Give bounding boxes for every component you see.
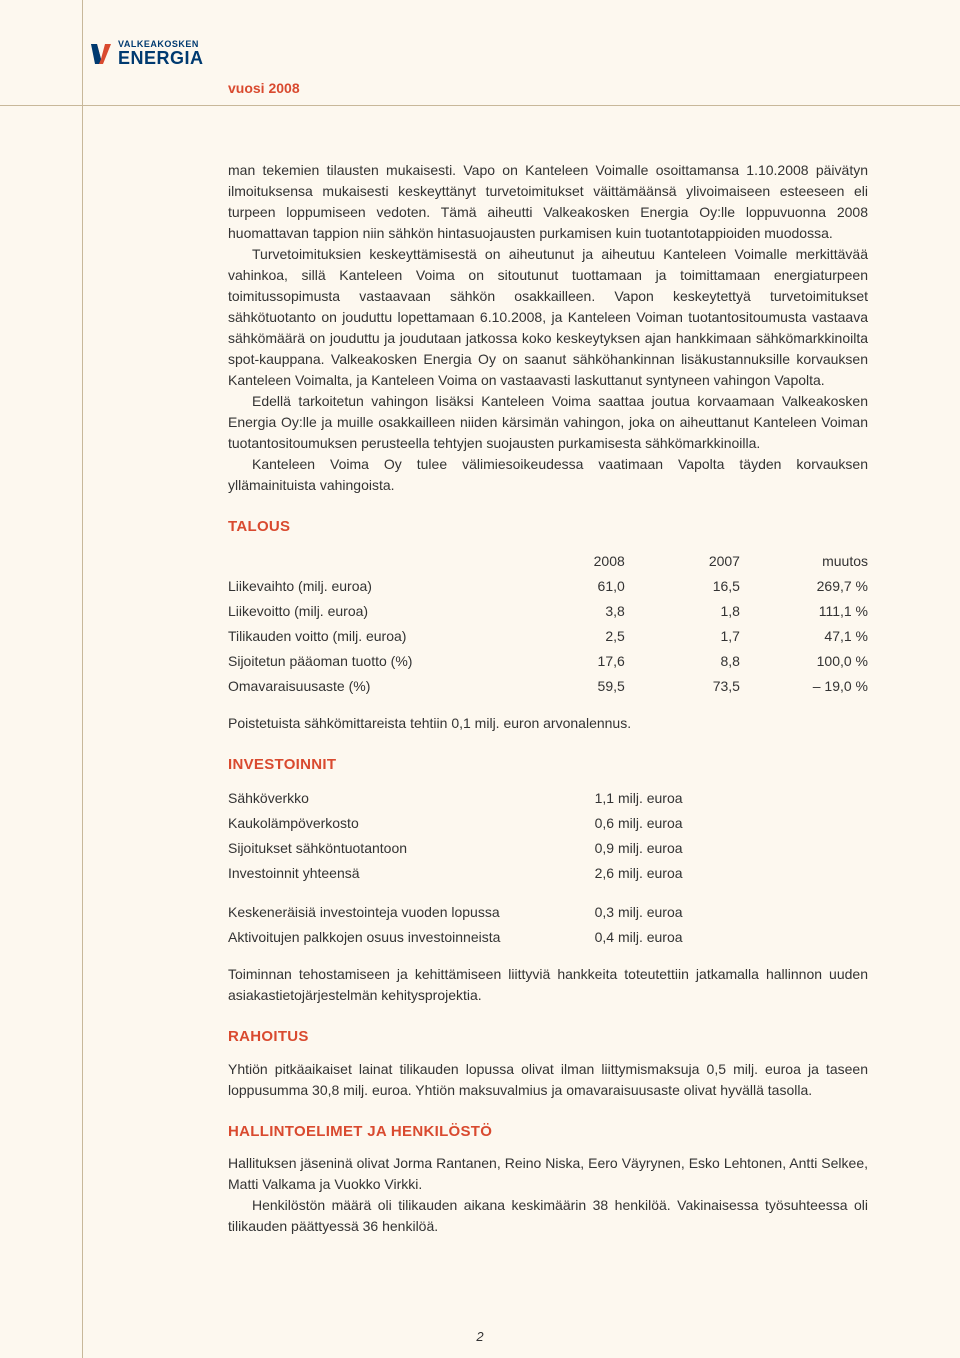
table-row: Sijoitetun pääoman tuotto (%) 17,6 8,8 1…	[228, 649, 868, 674]
table-row: Sijoitukset sähköntuotantoon 0,9 milj. e…	[228, 836, 708, 861]
left-rule	[82, 0, 83, 1358]
th-2007: 2007	[625, 549, 740, 574]
body-p3: Edellä tarkoitetun vahingon lisäksi Kant…	[228, 391, 868, 454]
body-p2: Turvetoimituksien keskeyttämisestä on ai…	[228, 244, 868, 391]
investoinnit-note: Toiminnan tehostamiseen ja kehittämiseen…	[228, 964, 868, 1006]
table-investoinnit: Sähköverkko 1,1 milj. euroa Kaukolämpöve…	[228, 786, 708, 950]
rahoitus-text: Yhtiön pitkäaikaiset lainat tilikauden l…	[228, 1059, 868, 1101]
table-row: Investoinnit yhteensä 2,6 milj. euroa	[228, 861, 708, 886]
logo-icon	[88, 41, 114, 67]
table-row: Tilikauden voitto (milj. euroa) 2,5 1,7 …	[228, 624, 868, 649]
table-row: Kaukolämpöverkosto 0,6 milj. euroa	[228, 811, 708, 836]
heading-investoinnit: INVESTOINNIT	[228, 754, 868, 777]
table-row: Aktivoitujen palkkojen osuus investoinne…	[228, 925, 708, 950]
year-tag: vuosi 2008	[228, 78, 300, 99]
heading-rahoitus: RAHOITUS	[228, 1026, 868, 1049]
table-row: Liikevaihto (milj. euroa) 61,0 16,5 269,…	[228, 574, 868, 599]
th-change: muutos	[740, 549, 868, 574]
table-row: Liikevoitto (milj. euroa) 3,8 1,8 111,1 …	[228, 599, 868, 624]
table-header-row: 2008 2007 muutos	[228, 549, 868, 574]
logo: VALKEAKOSKEN ENERGIA	[88, 40, 204, 67]
hallinto-p1: Hallituksen jäseninä olivat Jorma Rantan…	[228, 1153, 868, 1195]
talous-note: Poistetuista sähkömittareista tehtiin 0,…	[228, 713, 868, 734]
body-p4: Kanteleen Voima Oy tulee välimiesoikeude…	[228, 454, 868, 496]
body-p1: man tekemien tilausten mukaisesti. Vapo …	[228, 160, 868, 244]
content: man tekemien tilausten mukaisesti. Vapo …	[228, 160, 868, 1237]
logo-bottom: ENERGIA	[118, 49, 204, 67]
heading-talous: TALOUS	[228, 516, 868, 539]
heading-hallinto: HALLINTOELIMET JA HENKILÖSTÖ	[228, 1121, 868, 1144]
table-row: Sähköverkko 1,1 milj. euroa	[228, 786, 708, 811]
hallinto-p2: Henkilöstön määrä oli tilikauden aikana …	[228, 1195, 868, 1237]
table-talous: 2008 2007 muutos Liikevaihto (milj. euro…	[228, 549, 868, 699]
table-row: Keskeneräisiä investointeja vuoden lopus…	[228, 900, 708, 925]
page-number: 2	[0, 1327, 960, 1347]
page: VALKEAKOSKEN ENERGIA vuosi 2008 man teke…	[0, 0, 960, 1358]
top-rule	[0, 105, 960, 106]
logo-text: VALKEAKOSKEN ENERGIA	[118, 40, 204, 67]
gap-row	[228, 886, 708, 900]
th-2008: 2008	[510, 549, 625, 574]
table-row: Omavaraisuusaste (%) 59,5 73,5 – 19,0 %	[228, 674, 868, 699]
